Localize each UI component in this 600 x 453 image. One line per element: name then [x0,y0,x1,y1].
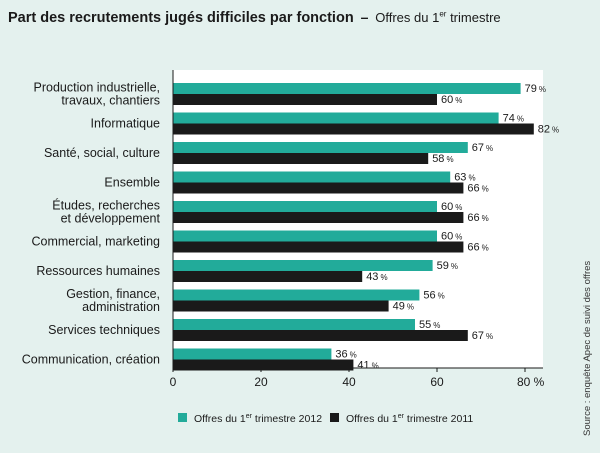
category-label: et développement [61,212,161,226]
value-label-2011: 60% [441,94,462,106]
legend-label-2011: Offres du 1er trimestre 2011 [346,413,473,425]
category-label: Services techniques [48,323,160,337]
bar-2012 [173,83,521,94]
bar-2011 [173,123,534,135]
bar-2011 [173,241,464,253]
bar-2012 [173,260,433,271]
bar-2012 [173,112,499,124]
value-label-2011: 66% [467,242,488,254]
value-label-2011: 82% [538,124,559,136]
value-label-2011: 43% [366,271,387,283]
chart-title: Part des recrutements jugés difficiles p… [8,9,501,26]
category-label: Gestion, finance, [66,287,160,301]
value-label-2012: 74% [503,113,524,125]
legend-swatch-2012 [178,413,187,422]
value-label-2011: 41% [357,360,378,372]
value-label-2011: 49% [393,301,414,313]
chart-title-main: Part des recrutements jugés difficiles p… [8,10,354,26]
bar-2011 [173,94,437,105]
value-label-2012: 55% [419,319,440,331]
value-label-2012: 60% [441,201,462,213]
bar-2011 [173,153,429,164]
bar-2011 [173,182,464,194]
category-label: Production industrielle, [34,81,160,95]
category-label: administration [82,300,160,314]
bar-2012 [173,230,437,242]
category-label: Communication, création [22,353,160,367]
title-dash: – [360,9,369,25]
bar-2012 [173,142,468,153]
bar-2012 [173,289,420,301]
value-label-2012: 59% [437,260,458,272]
x-tick-label: 60 [430,375,444,389]
bar-2012 [173,201,437,212]
value-label-2012: 36% [335,349,356,361]
category-label: Commercial, marketing [31,235,160,249]
value-label-2012: 60% [441,231,462,243]
value-label-2011: 66% [467,212,488,224]
value-label-2012: 67% [472,142,493,154]
bar-2011 [173,359,354,371]
bar-2011 [173,212,464,223]
legend-swatch-2011 [330,413,339,422]
bar-2012 [173,171,451,183]
x-tick-label: 80 % [517,375,545,389]
category-label: Études, recherches [52,198,160,213]
value-label-2011: 58% [432,153,453,165]
category-label: Ensemble [104,176,160,190]
bar-2011 [173,330,468,341]
legend-label-2012: Offres du 1er trimestre 2012 [194,413,322,425]
x-tick-label: 20 [254,375,268,389]
source-note: Source : enquête Apec de suivi des offre… [582,260,593,436]
category-label: Santé, social, culture [44,146,160,160]
bar-2011 [173,300,389,312]
bar-2011 [173,271,363,282]
chart-subtitle: Offres du 1er trimestre [375,9,501,25]
value-label-2012: 56% [423,290,444,302]
x-tick-label: 0 [170,375,177,389]
bar-2012 [173,319,415,330]
value-label-2012: 79% [525,83,546,95]
x-tick-label: 40 [342,375,356,389]
category-label: Ressources humaines [36,264,160,278]
category-label: travaux, chantiers [61,94,160,108]
bar-2012 [173,348,332,360]
category-label: Informatique [91,117,161,131]
value-label-2011: 67% [472,330,493,342]
value-label-2011: 66% [467,183,488,195]
value-label-2012: 63% [454,172,475,184]
